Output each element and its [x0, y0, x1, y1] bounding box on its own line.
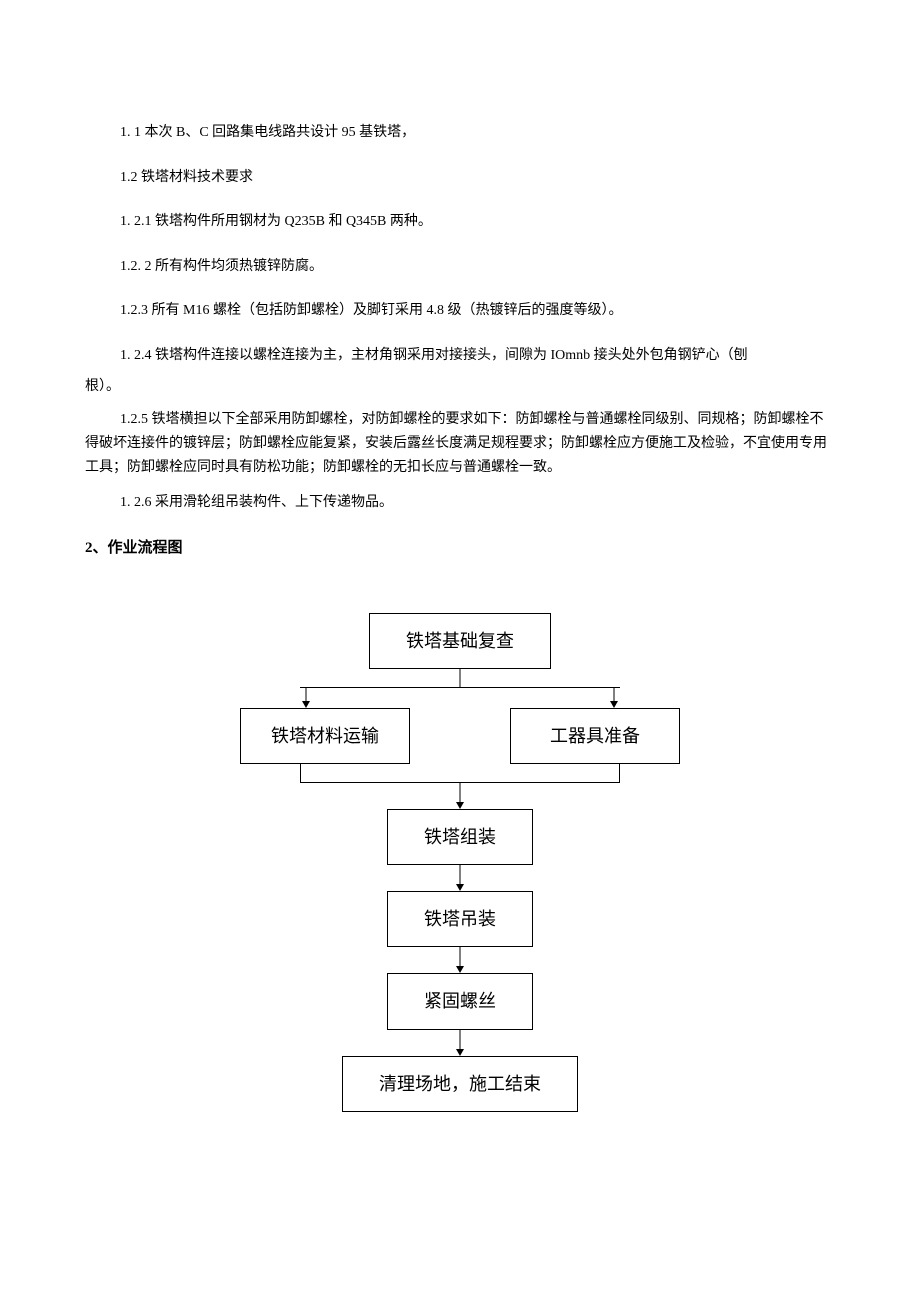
para-1-2-4b: 根）。 [85, 374, 835, 401]
flow-node-material-transport: 铁塔材料运输 [240, 708, 410, 764]
para-1-2-5-text: 1.2.5 铁塔横担以下全部采用防卸螺栓，对防卸螺栓的要求如下：防卸螺栓与普通螺… [85, 412, 827, 475]
flow-node-fasten-bolts: 紧固螺丝 [387, 973, 533, 1029]
document-content: 1. 1 本次 B、C 回路集电线路共设计 95 基铁塔， 1.2 铁塔材料技术… [85, 120, 835, 1112]
flow-merge-hline [300, 782, 620, 783]
para-1-2-2: 1.2. 2 所有构件均须热镀锌防腐。 [85, 254, 835, 281]
flow-line [619, 764, 620, 782]
flow-line-down [459, 669, 461, 687]
arrow-down-icon [608, 688, 620, 708]
para-1-2-1: 1. 2.1 铁塔构件所用钢材为 Q235B 和 Q345B 两种。 [85, 209, 835, 236]
flow-node-tool-prep: 工器具准备 [510, 708, 680, 764]
para-1-2-5: 1.2.5 铁塔横担以下全部采用防卸螺栓，对防卸螺栓的要求如下：防卸螺栓与普通螺… [85, 408, 835, 479]
flow-node-hoisting: 铁塔吊装 [387, 891, 533, 947]
arrow-down-icon [454, 865, 466, 891]
flow-node-assembly: 铁塔组装 [387, 809, 533, 865]
flow-parallel-boxes: 铁塔材料运输 工器具准备 [240, 708, 680, 764]
para-1-1: 1. 1 本次 B、C 回路集电线路共设计 95 基铁塔， [85, 120, 835, 147]
flow-node-foundation-check: 铁塔基础复查 [369, 613, 551, 669]
para-1-2-4a: 1. 2.4 铁塔构件连接以螺栓连接为主，主材角钢采用对接接头，间隙为 IOmn… [85, 343, 835, 370]
workflow-flowchart: 铁塔基础复查 铁塔材料运输 工器具准备 铁塔组装 铁塔吊装 紧固螺丝 [85, 613, 835, 1112]
arrow-down-icon [454, 783, 466, 809]
section-2-title: 2、作业流程图 [85, 534, 835, 563]
arrow-down-icon [454, 1030, 466, 1056]
flow-node-cleanup-end: 清理场地，施工结束 [342, 1056, 578, 1112]
para-1-2-3: 1.2.3 所有 M16 螺栓（包括防卸螺栓）及脚钉采用 4.8 级（热镀锌后的… [85, 298, 835, 325]
para-1-2: 1.2 铁塔材料技术要求 [85, 165, 835, 192]
arrow-down-icon [300, 688, 312, 708]
arrow-down-icon [454, 947, 466, 973]
para-1-2-6: 1. 2.6 采用滑轮组吊装构件、上下传递物品。 [85, 490, 835, 517]
flow-line [300, 764, 301, 782]
flow-merge-lines [300, 764, 620, 782]
flow-split: 铁塔材料运输 工器具准备 [250, 669, 670, 783]
flow-split-arrows [300, 688, 620, 708]
